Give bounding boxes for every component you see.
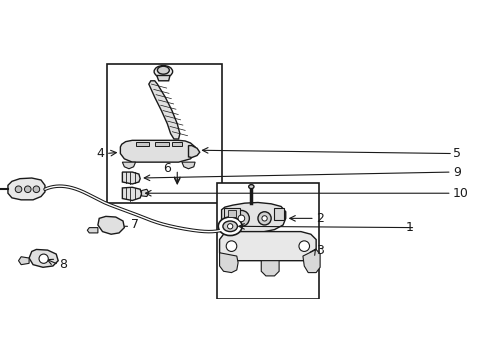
Polygon shape — [87, 228, 98, 233]
Bar — [135, 141, 148, 146]
Ellipse shape — [226, 241, 236, 251]
Ellipse shape — [39, 254, 48, 263]
Bar — [217, 183, 319, 299]
Ellipse shape — [262, 216, 266, 221]
Ellipse shape — [248, 185, 253, 189]
Polygon shape — [122, 187, 141, 201]
Text: 1: 1 — [405, 221, 412, 234]
Polygon shape — [19, 257, 29, 265]
Polygon shape — [148, 81, 180, 139]
Text: 10: 10 — [452, 187, 468, 200]
Polygon shape — [141, 189, 148, 197]
Text: 9: 9 — [452, 166, 460, 179]
Ellipse shape — [15, 186, 22, 193]
Ellipse shape — [238, 215, 244, 222]
Bar — [172, 141, 182, 146]
Polygon shape — [122, 172, 140, 184]
Text: 8: 8 — [60, 258, 67, 271]
Polygon shape — [120, 140, 195, 162]
Text: 3: 3 — [316, 244, 324, 257]
Bar — [107, 64, 221, 203]
Polygon shape — [8, 178, 45, 200]
Polygon shape — [122, 162, 135, 169]
Ellipse shape — [154, 66, 172, 77]
Text: 7: 7 — [131, 219, 139, 231]
Text: 2: 2 — [316, 212, 324, 225]
Text: 6: 6 — [163, 162, 170, 175]
Polygon shape — [29, 249, 58, 267]
Ellipse shape — [157, 66, 169, 74]
Polygon shape — [221, 202, 285, 233]
Text: 5: 5 — [452, 147, 460, 160]
Text: 4: 4 — [97, 147, 104, 160]
Polygon shape — [157, 76, 170, 81]
Polygon shape — [98, 216, 124, 234]
Polygon shape — [219, 231, 316, 261]
Ellipse shape — [33, 186, 40, 193]
Bar — [274, 208, 284, 220]
Ellipse shape — [233, 211, 249, 226]
Ellipse shape — [218, 217, 242, 235]
Bar — [223, 208, 240, 220]
Ellipse shape — [298, 241, 309, 251]
Polygon shape — [261, 261, 279, 276]
Polygon shape — [219, 253, 238, 273]
Polygon shape — [188, 145, 199, 158]
Ellipse shape — [227, 224, 232, 229]
Bar — [228, 211, 236, 217]
Polygon shape — [302, 249, 320, 273]
Bar — [155, 141, 168, 146]
Ellipse shape — [24, 186, 31, 193]
Ellipse shape — [223, 221, 237, 231]
Ellipse shape — [258, 212, 271, 225]
Polygon shape — [182, 162, 195, 169]
